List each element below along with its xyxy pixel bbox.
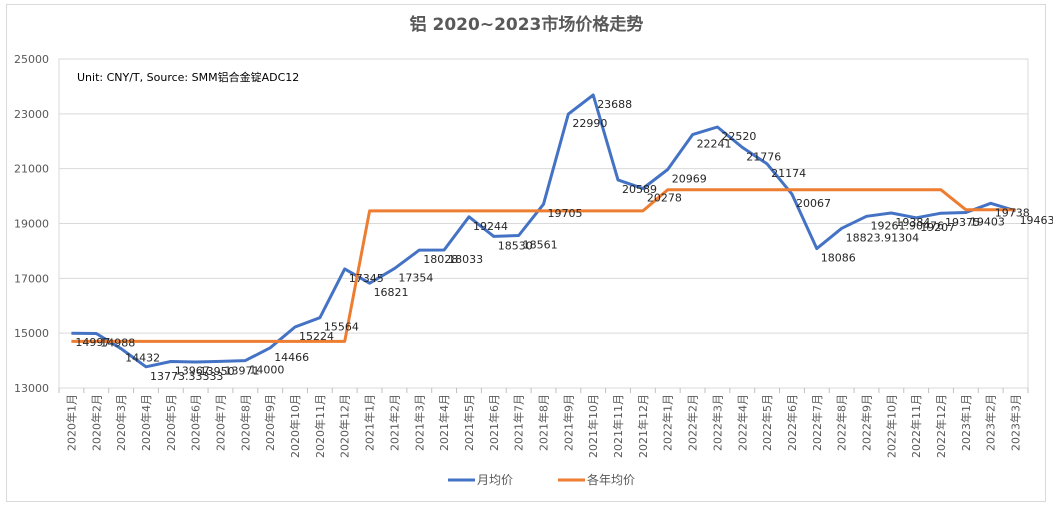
data-label: 22990 (572, 117, 607, 130)
x-tick-label: 2021年4月 (437, 394, 451, 451)
data-label: 18033 (448, 253, 483, 266)
x-tick-label: 2021年9月 (561, 394, 575, 451)
data-label: 15224 (299, 330, 334, 343)
data-label: 14997 (75, 336, 110, 349)
data-label: 20278 (647, 191, 682, 204)
data-label: 19261.90476 (871, 219, 944, 232)
data-label: 19384 (895, 216, 930, 229)
x-tick-label: 2022年5月 (760, 394, 774, 451)
x-tick-label: 2023年2月 (984, 394, 998, 451)
data-label: 19207 (920, 221, 955, 234)
x-tick-label: 2023年3月 (1009, 394, 1023, 451)
x-tick-label: 2021年2月 (387, 394, 401, 451)
data-label: 19705 (548, 207, 583, 220)
chart-title: 铝 2020~2023市场价格走势 (409, 15, 644, 35)
unit-source-note: Unit: CNY/T, Source: SMM铝合金锭ADC12 (77, 70, 299, 84)
x-tick-label: 2020年11月 (313, 394, 327, 458)
data-label: 19463 (1020, 214, 1053, 227)
series-line-0 (71, 93, 1017, 369)
x-tick-label: 2021年11月 (611, 394, 625, 458)
data-label: 19244 (473, 220, 508, 233)
data-label: 13967 (175, 364, 210, 377)
x-tick-label: 2020年6月 (189, 394, 203, 451)
chart-frame (6, 4, 1046, 502)
data-label: 17345 (349, 272, 384, 285)
x-tick-label: 2022年10月 (884, 394, 898, 458)
x-tick-label: 2022年2月 (686, 394, 700, 451)
x-tick-label: 2022年9月 (860, 394, 874, 451)
data-label: 14432 (125, 352, 160, 365)
x-tick-label: 2020年4月 (139, 394, 153, 451)
x-tick-label: 2020年7月 (214, 394, 228, 451)
data-label: 21174 (771, 167, 806, 180)
data-label: 19738 (995, 206, 1030, 219)
x-tick-label: 2021年1月 (363, 394, 377, 451)
y-tick-label: 15000 (14, 327, 49, 340)
x-tick-label: 2020年8月 (238, 394, 252, 451)
data-label: 18823.91304 (846, 231, 919, 244)
x-tick-label: 2021年6月 (487, 394, 501, 451)
data-label: 18561 (523, 239, 558, 252)
x-tick-label: 2020年5月 (164, 394, 178, 451)
x-tick-label: 2022年12月 (934, 394, 948, 458)
data-label: 22241 (697, 138, 732, 151)
data-label: 13971 (225, 364, 260, 377)
data-label: 18530 (498, 239, 533, 252)
data-label: 13773.33333 (150, 370, 223, 383)
data-label: 18086 (821, 252, 856, 265)
data-label: 23688 (597, 98, 632, 111)
x-tick-label: 2021年5月 (462, 394, 476, 451)
data-label: 21776 (746, 150, 781, 163)
y-tick-label: 25000 (14, 53, 49, 66)
y-tick-label: 21000 (14, 163, 49, 176)
data-label: 18028 (423, 253, 458, 266)
y-tick-label: 23000 (14, 108, 49, 121)
y-tick-label: 17000 (14, 272, 49, 285)
data-label: 14000 (249, 364, 284, 377)
x-tick-label: 2020年10月 (288, 394, 302, 458)
series-line-1 (71, 188, 1016, 343)
data-label: 20969 (672, 173, 707, 186)
x-tick-label: 2020年9月 (263, 394, 277, 451)
y-tick-label: 13000 (14, 382, 49, 395)
data-label: 17354 (398, 272, 433, 285)
x-tick-label: 2021年12月 (636, 394, 650, 458)
x-tick-label: 2022年8月 (835, 394, 849, 451)
data-label: 13950 (200, 365, 235, 378)
x-tick-label: 2020年3月 (114, 394, 128, 451)
x-tick-label: 2020年12月 (338, 394, 352, 458)
data-label: 19375 (945, 216, 980, 229)
x-tick-label: 2021年7月 (512, 394, 526, 451)
data-label: 15564 (324, 321, 359, 334)
x-tick-label: 2021年8月 (537, 394, 551, 451)
legend-label-0: 月均价 (477, 473, 513, 487)
x-tick-label: 2022年3月 (710, 394, 724, 451)
x-tick-label: 2022年1月 (661, 394, 675, 451)
legend-label-1: 各年均价 (587, 472, 635, 487)
x-tick-label: 2021年10月 (586, 394, 600, 458)
data-label: 14988 (100, 336, 135, 349)
x-tick-label: 2021年3月 (412, 394, 426, 451)
x-tick-label: 2022年4月 (735, 394, 749, 451)
data-label: 16821 (374, 286, 409, 299)
x-tick-label: 2022年11月 (909, 394, 923, 458)
y-tick-label: 19000 (14, 218, 49, 231)
x-tick-label: 2020年2月 (89, 394, 103, 451)
data-label: 20589 (622, 183, 657, 196)
data-label: 14466 (274, 351, 309, 364)
x-tick-label: 2020年1月 (64, 394, 78, 451)
x-tick-label: 2022年7月 (810, 394, 824, 451)
data-label: 22520 (721, 130, 756, 143)
x-tick-label: 2022年6月 (785, 394, 799, 451)
x-tick-label: 2023年1月 (959, 394, 973, 451)
data-label: 19403 (970, 215, 1005, 228)
data-label: 20067 (796, 197, 831, 210)
